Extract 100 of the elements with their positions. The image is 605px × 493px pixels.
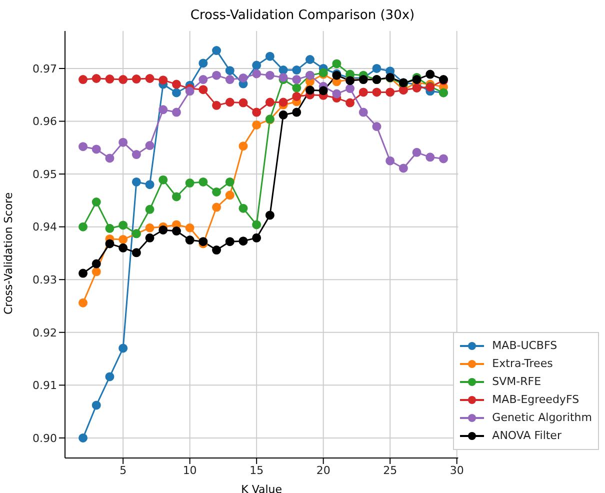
legend-label: Extra-Trees [492,357,553,371]
point [225,98,234,107]
point [78,298,88,308]
point [412,148,422,157]
point [212,100,222,110]
point [92,74,101,84]
point [92,267,101,276]
point [145,223,154,232]
chart-title: Cross-Validation Comparison (30x) [189,8,416,23]
point [212,70,222,80]
point [132,74,141,84]
point [346,84,355,94]
point [372,122,382,132]
point [145,204,154,214]
y-tick-label: 0.91 [32,379,57,392]
point [172,192,181,202]
point [185,86,194,96]
point [78,268,88,278]
point [212,46,222,56]
legend-label: MAB-EgreedyFS [492,393,580,407]
y-tick-label: 0.94 [32,220,57,234]
y-tick-label: 0.92 [32,326,57,340]
point [426,70,435,79]
point [78,433,88,442]
y-tick-label: 0.90 [32,432,57,445]
point [212,187,222,196]
point [145,180,154,190]
point [198,58,208,68]
point [252,60,262,70]
legend-label: MAB-UCBFS [492,339,558,353]
x-tick-label: 20 [316,464,330,477]
point [118,75,128,84]
point [225,237,234,246]
point [92,144,101,154]
point [132,150,141,160]
point [198,85,208,94]
point [132,177,141,186]
point [292,66,302,75]
point [225,75,234,84]
point [305,86,314,95]
point [372,88,382,97]
point [238,73,248,82]
point [92,400,101,410]
point [185,178,194,188]
point [238,98,248,108]
point [212,246,222,255]
point [118,138,128,147]
point [252,233,262,242]
point [158,105,168,114]
point [372,64,382,73]
point [78,75,88,84]
point [118,243,128,252]
point [278,72,288,82]
x-tick-label: 5 [120,464,127,477]
point [305,55,314,64]
point [92,259,101,268]
point [185,236,194,245]
point [358,108,368,117]
point [332,59,342,68]
point [105,239,114,248]
point [252,120,262,130]
point [132,248,141,258]
point [278,66,288,75]
point [386,156,395,166]
legend-label: ANOVA Filter [492,429,562,443]
x-tick-label: 30 [450,464,464,477]
point [105,74,114,84]
point [332,89,342,98]
point [78,142,88,152]
point [252,108,262,117]
y-tick-label: 0.97 [32,62,57,76]
point [398,164,408,173]
point [198,75,208,84]
x-tick-label: 10 [182,464,197,477]
point [252,220,262,230]
point [158,76,168,85]
point [105,372,114,382]
point [185,223,194,232]
point [225,177,234,186]
point [172,80,181,89]
y-tick-label: 0.93 [32,274,57,287]
point [278,98,288,107]
point [265,210,274,220]
point [212,202,222,212]
point [358,88,368,97]
point [252,69,262,78]
point [105,154,114,163]
point [158,225,168,234]
point [292,75,302,84]
point [92,198,101,207]
point [145,233,154,242]
point [118,234,128,244]
point [198,177,208,186]
x-tick-label: 25 [383,464,398,477]
y-tick-label: 0.96 [32,115,57,128]
point [292,92,302,101]
x-axis-title: K Value [241,483,282,493]
point [158,175,168,184]
x-tick-label: 15 [250,464,264,477]
point [105,224,114,233]
